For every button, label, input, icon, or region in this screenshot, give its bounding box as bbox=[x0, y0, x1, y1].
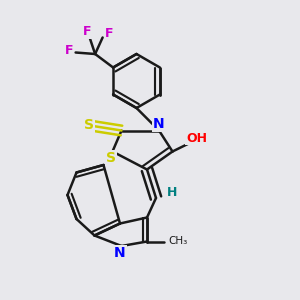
Text: N: N bbox=[114, 246, 126, 260]
Text: N: N bbox=[153, 117, 165, 131]
Text: F: F bbox=[105, 27, 113, 40]
Text: H: H bbox=[167, 185, 178, 199]
Text: F: F bbox=[83, 25, 92, 38]
Text: F: F bbox=[65, 44, 74, 58]
Text: CH₃: CH₃ bbox=[169, 236, 188, 247]
Text: S: S bbox=[84, 118, 94, 132]
Text: OH: OH bbox=[186, 131, 207, 145]
Text: S: S bbox=[106, 151, 116, 165]
